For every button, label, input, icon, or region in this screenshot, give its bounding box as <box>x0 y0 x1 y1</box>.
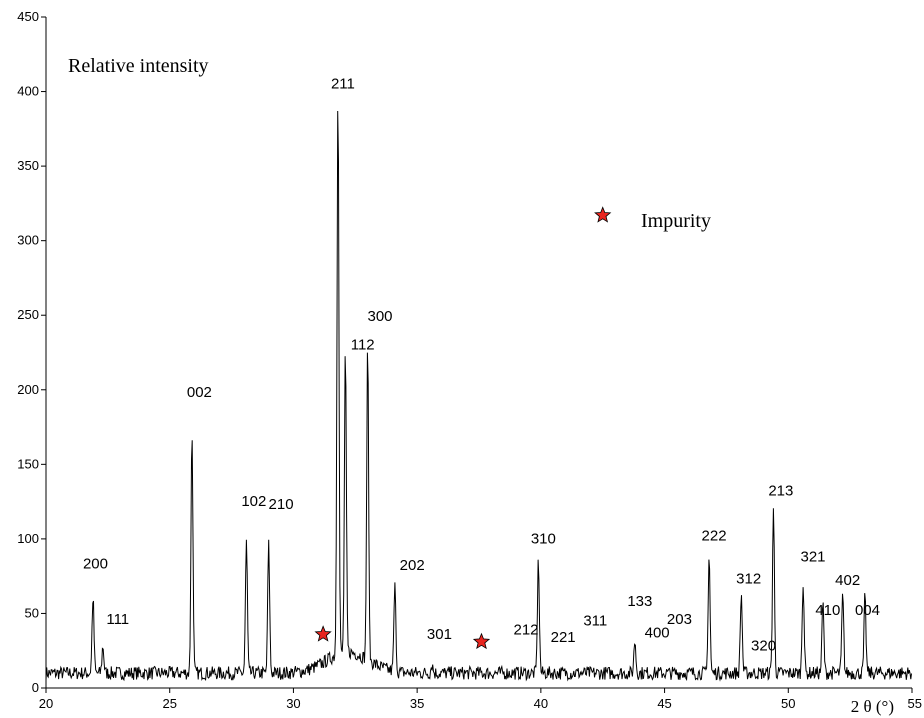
x-tick-label: 35 <box>410 696 424 711</box>
peak-label: 102 <box>241 493 266 510</box>
x-tick-label: 50 <box>781 696 795 711</box>
y-axis-label: Relative intensity <box>68 55 209 77</box>
x-axis-label: 2 θ (°) <box>851 697 894 716</box>
peak-label: 310 <box>531 530 556 547</box>
x-tick-label: 45 <box>657 696 671 711</box>
y-tick-label: 250 <box>17 307 39 322</box>
x-tick-label: 30 <box>286 696 300 711</box>
peak-label: 004 <box>855 602 880 619</box>
peak-label: 210 <box>269 496 294 513</box>
x-axis: 20 25 30 35 40 45 50 55 <box>39 687 922 711</box>
peak-label: 133 <box>627 593 652 610</box>
peak-label: 300 <box>368 308 393 325</box>
peak-label: 202 <box>400 557 425 574</box>
peak-label: 212 <box>513 621 538 638</box>
y-tick-label: 300 <box>17 233 39 248</box>
y-axis: 0 50 100 150 200 250 300 350 400 450 <box>17 9 47 695</box>
peak-label: 200 <box>83 556 108 573</box>
y-tick-label: 400 <box>17 84 39 99</box>
peak-annotations: 200 111 002 102 210 211 300 112 202 301 310 212 221 3… <box>83 76 880 655</box>
peak-label: 312 <box>736 571 761 588</box>
peak-label: 400 <box>645 624 670 641</box>
peak-label: 213 <box>768 483 793 500</box>
legend-star-shape <box>594 206 612 223</box>
y-tick-label: 450 <box>17 9 39 24</box>
x-tick-label: 25 <box>162 696 176 711</box>
peak-label: 410 <box>815 602 840 619</box>
x-tick-label: 40 <box>534 696 548 711</box>
y-tick-label: 350 <box>17 158 39 173</box>
impurity-star-icon <box>314 625 332 642</box>
peak-label: 112 <box>351 337 375 354</box>
x-tick-label: 20 <box>39 696 53 711</box>
diffraction-pattern-line <box>45 110 912 682</box>
peak-label: 311 <box>583 612 607 629</box>
x-tick-label: 55 <box>908 696 922 711</box>
legend: Impurity <box>594 206 711 232</box>
impurity-star-icon <box>472 632 491 650</box>
peak-label: 222 <box>702 527 727 544</box>
impurity-markers <box>314 625 491 650</box>
peak-label: 221 <box>551 629 576 646</box>
peak-label: 111 <box>106 611 129 628</box>
y-tick-label: 100 <box>17 531 39 546</box>
peak-label: 211 <box>331 76 355 93</box>
peak-label: 203 <box>667 611 692 628</box>
peak-label: 320 <box>751 638 776 655</box>
y-tick-label: 200 <box>17 382 39 397</box>
y-tick-label: 0 <box>32 680 39 695</box>
peak-label: 402 <box>835 572 860 589</box>
y-tick-label: 50 <box>25 605 39 620</box>
y-tick-label: 150 <box>17 456 39 471</box>
peak-label: 321 <box>801 548 826 565</box>
peak-label: 301 <box>427 626 452 643</box>
peak-label: 002 <box>187 384 212 401</box>
legend-star-icon <box>594 206 612 223</box>
legend-label: Impurity <box>641 210 711 232</box>
